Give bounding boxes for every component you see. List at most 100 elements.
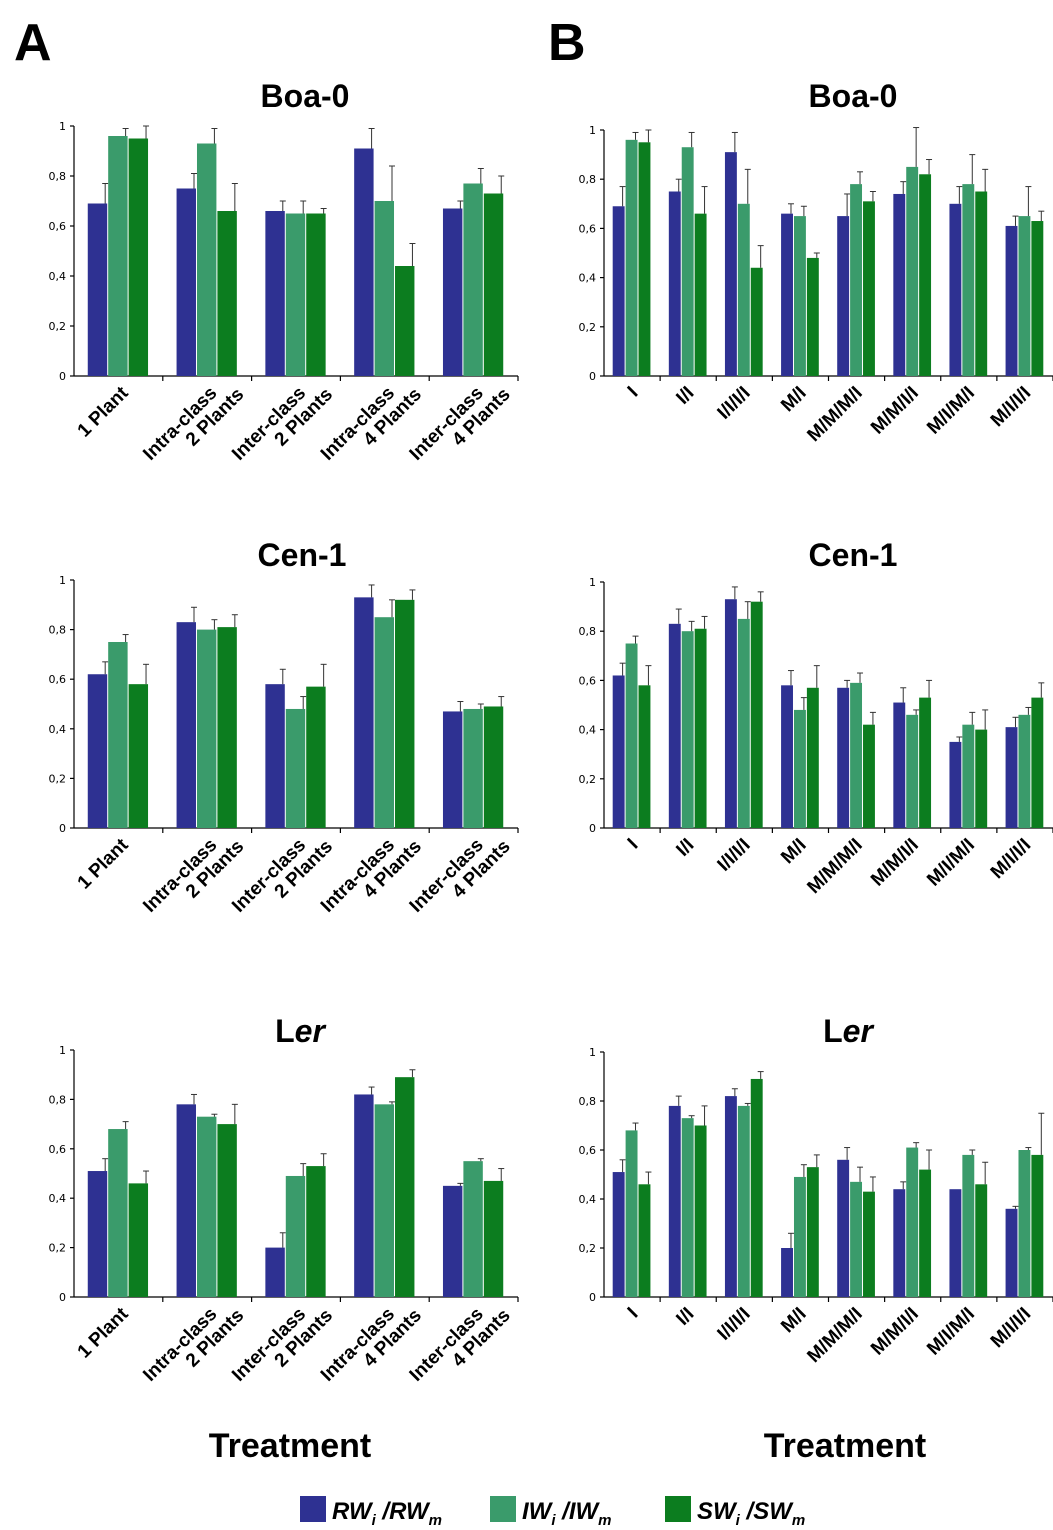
category-label-line: M/M/M/I (803, 835, 866, 898)
chart-title: Boa-0 (809, 78, 898, 114)
category-label-line: M/I (777, 835, 811, 869)
y-tick-label: 0,8 (579, 625, 597, 638)
bar-rw (949, 741, 962, 828)
category-label-line: M/I/M/I (923, 835, 979, 891)
y-tick-label: 0,8 (49, 170, 67, 183)
bar-sw (806, 1167, 819, 1297)
bar-iw (906, 1147, 919, 1297)
category-label: I/I/I/I (714, 1304, 755, 1345)
chart-title: Boa-0 (261, 78, 350, 114)
bar-iw (793, 216, 806, 376)
category-label-line: M/I/I/I (987, 383, 1035, 431)
bar-iw (1018, 216, 1031, 376)
bar-iw (196, 143, 217, 376)
bar-iw (625, 139, 638, 376)
y-tick-label: 1 (589, 576, 596, 589)
legend-text: SW (753, 1498, 794, 1525)
bar-sw (919, 1169, 932, 1297)
y-tick-label: 0,4 (49, 723, 67, 736)
bar-sw (128, 138, 149, 376)
bar-rw (1005, 1208, 1018, 1297)
category-label: M/I (777, 383, 811, 417)
category-label: 1 Plant (74, 1303, 133, 1362)
category-label-line: I (624, 383, 643, 402)
bar-sw (750, 267, 763, 376)
category-label: Intra-class2 Plants (139, 822, 248, 931)
category-label-line: I/I/I/I (714, 835, 755, 876)
bar-sw (638, 142, 651, 376)
bar-iw (681, 1118, 694, 1297)
bar-rw (949, 1189, 962, 1297)
category-label-line: I/I (672, 1304, 698, 1330)
category-label: I (624, 383, 643, 402)
bar-sw (863, 1191, 875, 1297)
bar-sw (395, 1077, 415, 1297)
bar-rw (893, 193, 906, 376)
bar-sw (750, 1078, 763, 1297)
bar-iw (681, 147, 694, 376)
y-tick-label: 0,4 (49, 270, 67, 283)
bar-rw (87, 203, 108, 376)
category-label: M/I/M/I (923, 1304, 979, 1360)
category-label: M/M/I/I (867, 835, 923, 891)
category-label-line: 1 Plant (74, 1303, 133, 1362)
bar-sw (128, 684, 149, 828)
y-tick-label: 1 (59, 574, 66, 587)
bar-sw (1031, 1154, 1044, 1297)
category-label: I (624, 835, 643, 854)
bar-iw (962, 724, 975, 828)
y-tick-label: 0,8 (49, 1093, 67, 1106)
chart-4: Ler 0 0,2 0,4 0,6 0,8 1 1 Plant Intra-class2 Pla… (49, 1013, 519, 1400)
bar-rw (1005, 225, 1018, 376)
bar-rw (724, 599, 737, 828)
bar-rw (837, 1159, 850, 1297)
category-label-line: M/I/M/I (923, 1304, 979, 1360)
bar-sw (863, 201, 875, 376)
y-tick-label: 0 (59, 822, 66, 835)
y-tick-label: 0,8 (49, 624, 67, 637)
bar-iw (463, 1161, 483, 1297)
y-tick-label: 0,2 (579, 773, 597, 786)
chart-title: Ler (823, 1013, 874, 1049)
bar-sw (395, 266, 415, 376)
category-label-line: M/M/M/I (803, 1304, 866, 1367)
bar-rw (781, 1248, 793, 1297)
category-label: M/M/M/I (803, 835, 866, 898)
bar-rw (87, 1171, 108, 1297)
bar-sw (483, 1180, 504, 1297)
bar-sw (217, 211, 237, 376)
category-label-line: I/I (672, 835, 698, 861)
category-label: 1 Plant (74, 382, 133, 441)
legend-text: IW (569, 1498, 601, 1525)
legend-label-sw: SWi /SWm (697, 1498, 805, 1529)
category-label-line: I (624, 835, 643, 854)
category-label-line: 1 Plant (74, 382, 133, 441)
bar-iw (374, 617, 395, 828)
category-label: M/M/M/I (803, 1304, 866, 1367)
chart-title: Cen-1 (809, 537, 898, 573)
category-label-line: M/I (777, 383, 811, 417)
category-label: M/I/I/I (987, 1304, 1035, 1352)
category-label: Intra-class2 Plants (139, 370, 248, 479)
bar-rw (354, 1094, 374, 1297)
category-label: Inter-class2 Plants (228, 1291, 337, 1400)
chart-1: Boa-0 0 0,2 0,4 0,6 0,8 1 I I/I I/I/I/I M/IM/M/M/I… (579, 78, 1053, 446)
bar-rw (612, 206, 625, 376)
y-tick-label: 0,6 (49, 1143, 67, 1156)
chart-3: Cen-1 0 0,2 0,4 0,6 0,8 1 I I/I I/I/I/I M/IM/M/M/I… (579, 537, 1053, 898)
category-label: I/I (672, 383, 698, 409)
bar-rw (668, 191, 681, 376)
y-tick-label: 0,6 (579, 674, 597, 687)
bar-iw (737, 1105, 750, 1297)
bar-sw (483, 193, 504, 376)
bar-rw (893, 1189, 906, 1297)
legend-subscript: i (736, 1512, 741, 1529)
bar-rw (87, 674, 108, 828)
bar-iw (850, 184, 863, 376)
bar-sw (217, 1124, 237, 1297)
bar-rw (176, 1104, 196, 1297)
bar-iw (285, 708, 306, 828)
category-label: Intra-class2 Plants (139, 1291, 248, 1400)
legend-text: RW (389, 1498, 431, 1525)
